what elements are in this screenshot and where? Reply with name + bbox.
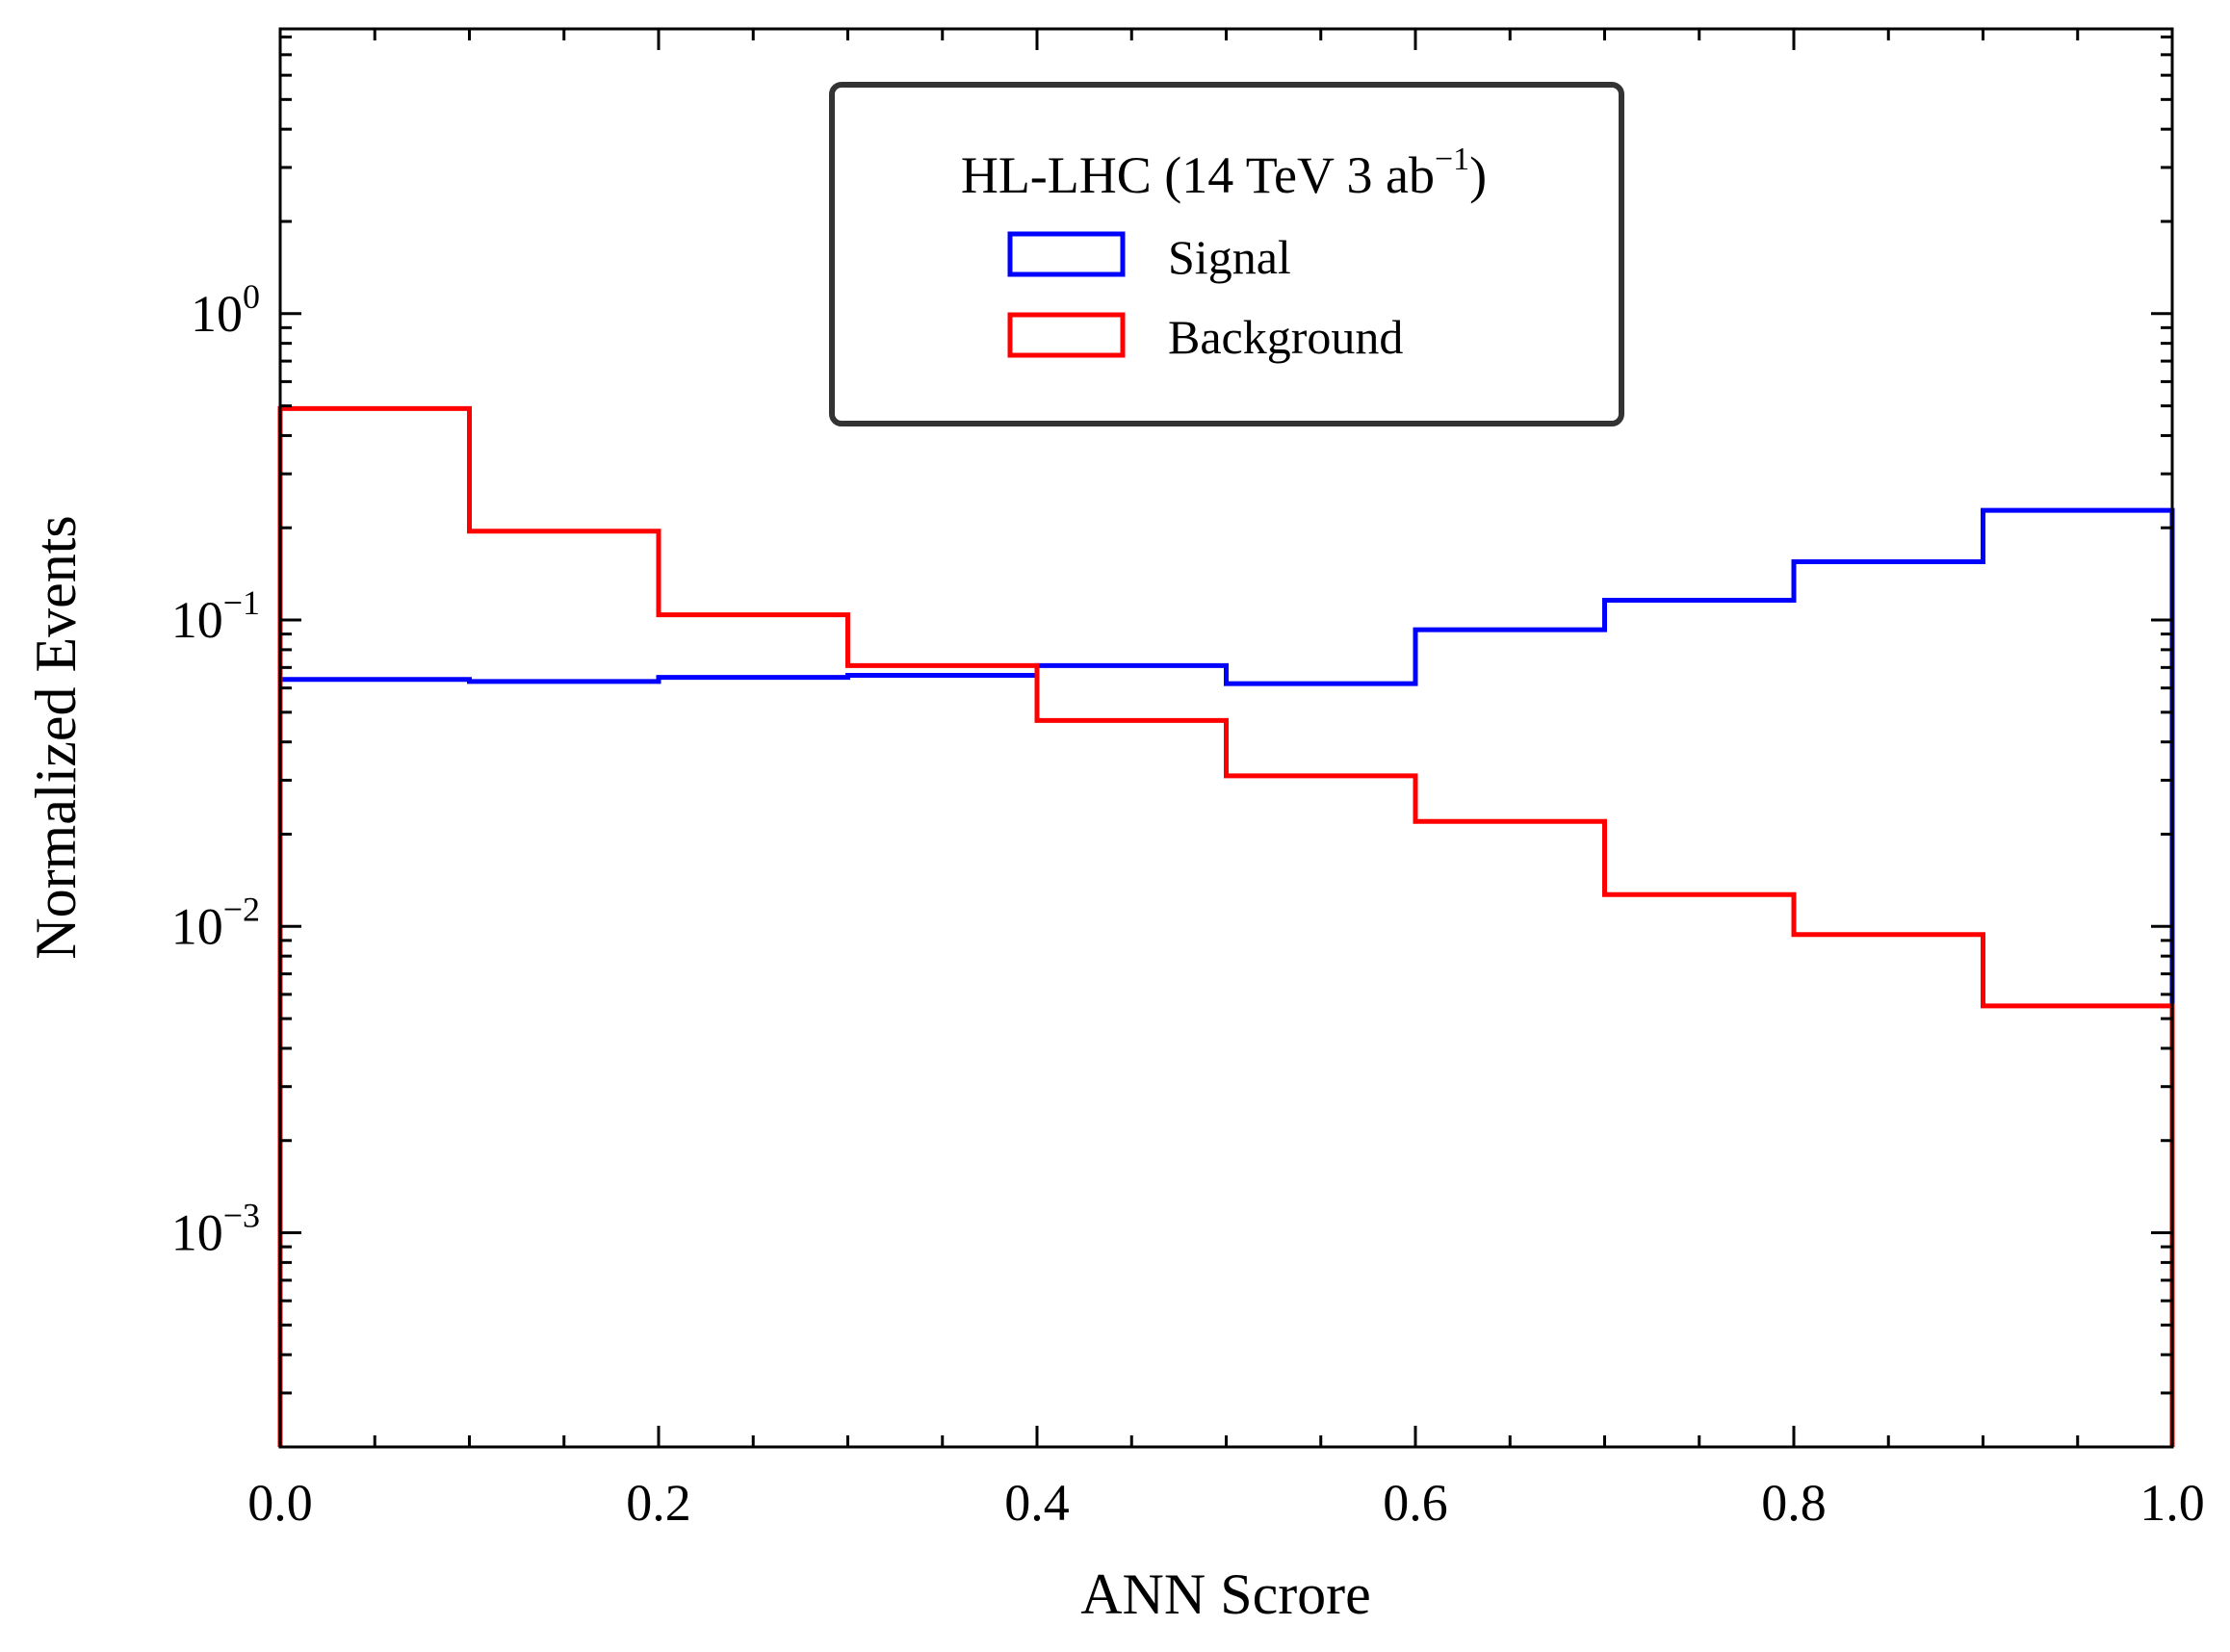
plot-frame <box>278 27 2174 1449</box>
series-layer <box>277 405 2175 1447</box>
y-tick-label: 100 <box>191 277 260 343</box>
x-tick-label: 0.6 <box>1383 1474 1448 1532</box>
series-background-step <box>277 405 2175 1447</box>
y-tick-label: 10−1 <box>171 583 260 649</box>
y-tick-label: 10−2 <box>171 890 260 955</box>
legend-swatch-signal <box>1007 231 1126 277</box>
y-tick-label: 10−3 <box>171 1197 260 1262</box>
x-tick-label: 0.4 <box>1004 1474 1070 1532</box>
series-signal-step <box>277 507 2175 1447</box>
x-tick-label: 0.0 <box>247 1474 313 1532</box>
x-tick-labels: 0.0 0.2 0.4 0.6 0.8 1.0 <box>247 1474 2205 1532</box>
legend-frame <box>829 82 1624 426</box>
legend-title-exponent: −1 <box>1435 142 1469 177</box>
legend-swatch-background <box>1007 312 1126 358</box>
y-axis-title: Normalized Events <box>24 515 88 960</box>
legend-label-signal: Signal <box>1168 230 1291 284</box>
y-tick-labels: 100 10−1 10−2 10−3 <box>171 277 260 1262</box>
legend-label-background: Background <box>1168 310 1403 364</box>
legend-title-close: ) <box>1469 146 1487 204</box>
x-tick-label: 0.2 <box>626 1474 691 1532</box>
x-axis-title: ANN Scrore <box>1080 1562 1371 1626</box>
legend: HL-LHC (14 TeV 3 ab−1) Signal Background <box>829 82 1624 426</box>
x-tick-label: 1.0 <box>2139 1474 2205 1532</box>
legend-title-main: HL-LHC (14 TeV 3 ab <box>961 146 1435 204</box>
x-tick-label: 0.8 <box>1761 1474 1827 1532</box>
legend-title: HL-LHC (14 TeV 3 ab−1) <box>961 142 1487 204</box>
